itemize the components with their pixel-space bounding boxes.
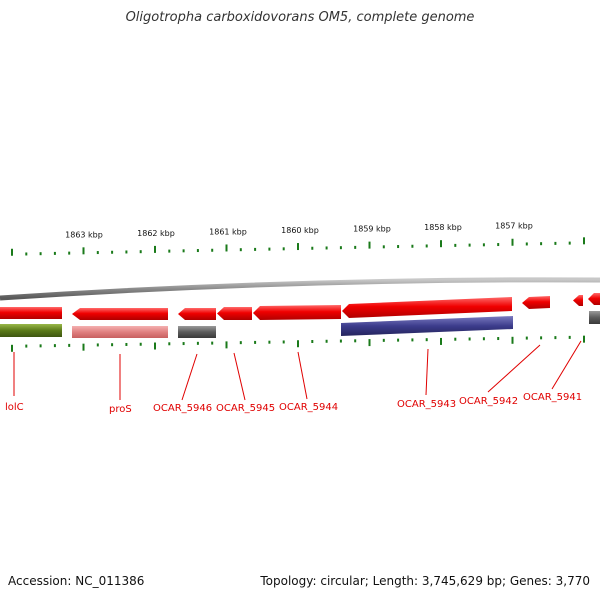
feature-bar-edge: [589, 311, 600, 324]
gene-label-leaders: [13, 340, 582, 401]
scale-label: 1858 kbp: [424, 223, 462, 232]
scale-labels: 1863 kbp 1862 kbp 1861 kbp 1860 kbp 1859 kbp…: [65, 222, 533, 240]
cds-feature-lolC: [0, 307, 62, 319]
leader-OCAR-5945: [233, 352, 246, 401]
cds-feature-OCAR-5941: [573, 295, 583, 306]
scale-ticks-bottom: [11, 335, 585, 352]
gene-label-OCAR-5942[interactable]: OCAR_5942: [459, 396, 518, 407]
cds-feature-OCAR-5942: [522, 296, 550, 309]
scale-label: 1860 kbp: [281, 226, 319, 235]
map-title: Oligotropha carboxidovorans OM5, complet…: [125, 10, 475, 25]
scale-ticks-top: [11, 237, 585, 256]
scale-label: 1861 kbp: [209, 227, 247, 236]
cds-feature-OCAR-5943: [342, 297, 512, 318]
cds-feature-edge: [588, 293, 600, 305]
leader-OCAR-5943: [425, 348, 429, 396]
leader-OCAR-5941: [551, 340, 582, 390]
cds-feature-OCAR-5944: [253, 305, 341, 320]
leader-OCAR-5946: [181, 353, 198, 401]
cds-feature-OCAR-5946: [178, 308, 216, 320]
scale-label: 1863 kbp: [65, 230, 103, 239]
feature-track-2: [0, 311, 600, 338]
scale-label: 1857 kbp: [495, 222, 533, 231]
accession-text: Accession: NC_011386: [8, 574, 145, 588]
leader-OCAR-5944: [297, 351, 308, 400]
gene-label-OCAR-5941[interactable]: OCAR_5941: [523, 392, 582, 403]
cds-feature-OCAR-5945: [217, 307, 252, 320]
scale-label: 1859 kbp: [353, 225, 391, 234]
feature-bar-lolC: [0, 324, 62, 337]
scale-label: 1862 kbp: [137, 229, 175, 238]
cds-track: [0, 293, 600, 320]
gene-label-proS[interactable]: proS: [109, 404, 132, 415]
gene-label-OCAR-5943[interactable]: OCAR_5943: [397, 399, 456, 410]
leader-OCAR-5942: [487, 344, 541, 393]
gene-label-OCAR-5944[interactable]: OCAR_5944: [279, 402, 338, 413]
feature-bar-OCAR-5946: [178, 326, 216, 338]
gene-label-lolC[interactable]: lolC: [5, 402, 24, 413]
gene-label-OCAR-5946[interactable]: OCAR_5946: [153, 403, 212, 414]
feature-bar-OCAR-5943: [341, 316, 513, 336]
gene-labels: lolC proS OCAR_5946 OCAR_5945 OCAR_5944 …: [5, 392, 582, 415]
genome-backbone: [0, 277, 600, 301]
cds-feature-proS: [72, 308, 168, 320]
feature-bar-proS: [72, 326, 168, 338]
genome-summary-text: Topology: circular; Length: 3,745,629 bp…: [260, 574, 590, 588]
gene-label-OCAR-5945[interactable]: OCAR_5945: [216, 403, 275, 414]
